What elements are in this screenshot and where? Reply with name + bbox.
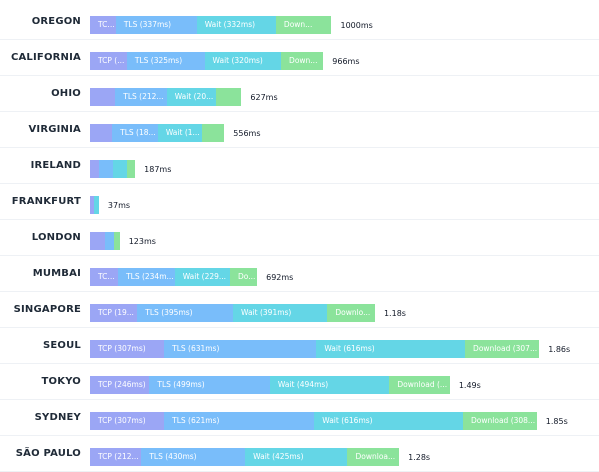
tcp-segment[interactable]: TCP (307ms): [90, 340, 164, 358]
download-segment[interactable]: Download (...: [389, 376, 449, 394]
tcp-segment[interactable]: TCP (...: [90, 268, 118, 286]
region-label: CALIFORNIA: [11, 40, 81, 76]
tcp-segment[interactable]: TCP (...: [90, 52, 127, 70]
region-row: SINGAPORE TCP (19... TLS (395ms) Wait (391m…: [0, 292, 599, 328]
region-label: MUMBAI: [33, 256, 81, 292]
timing-bar[interactable]: TCP (1...TLS (337ms)Wait (332ms)Down...: [90, 16, 332, 34]
total-time: 692ms: [257, 268, 293, 286]
region-label: IRELAND: [31, 148, 81, 184]
region-label: SÃO PAULO: [16, 436, 81, 472]
tcp-segment[interactable]: [90, 160, 99, 178]
tcp-segment[interactable]: [90, 124, 112, 142]
tls-segment[interactable]: TLS (499ms): [149, 376, 270, 394]
total-time: 1.18s: [375, 304, 406, 322]
download-segment[interactable]: Downloa...: [347, 448, 399, 466]
region-row: OREGON TCP (1...TLS (337ms)Wait (332ms)Do…: [0, 4, 599, 40]
region-label: SINGAPORE: [14, 292, 81, 328]
tls-segment[interactable]: TLS (395ms): [137, 304, 233, 322]
region-row: SYDNEY TCP (307ms) TLS (621ms) Wait (616ms)…: [0, 400, 599, 436]
total-time: 123ms: [120, 232, 156, 250]
tcp-segment[interactable]: TCP (246ms): [90, 376, 149, 394]
region-label: OHIO: [51, 76, 81, 112]
total-time: 627ms: [241, 88, 277, 106]
region-row: OHIO TLS (212... Wait (20... 627ms: [0, 76, 599, 112]
download-segment[interactable]: Down...: [276, 16, 332, 34]
tls-segment[interactable]: TLS (430ms): [141, 448, 245, 466]
tls-segment[interactable]: TLS (621ms): [164, 412, 314, 430]
download-segment[interactable]: Download (307...: [465, 340, 539, 358]
total-time: 1000ms: [332, 16, 373, 34]
timing-bar[interactable]: [90, 232, 120, 250]
total-time: 966ms: [323, 52, 359, 70]
region-label: OREGON: [32, 4, 81, 40]
tls-segment[interactable]: TLS (18...: [112, 124, 158, 142]
total-time: 1.28s: [399, 448, 430, 466]
timing-bar[interactable]: TCP (246ms) TLS (499ms) Wait (494ms) Downlo…: [90, 376, 450, 394]
total-time: 37ms: [99, 196, 130, 214]
region-row: TOKYO TCP (246ms) TLS (499ms) Wait (494ms) D…: [0, 364, 599, 400]
timing-bar[interactable]: TCP (19... TLS (395ms) Wait (391ms) Downlo.…: [90, 304, 375, 322]
region-label: VIRGINIA: [28, 112, 81, 148]
timing-bar[interactable]: TCP (... TLS (325ms) Wait (320ms) Down...: [90, 52, 323, 70]
tls-segment[interactable]: TLS (212...: [115, 88, 166, 106]
wait-segment[interactable]: Wait (616ms): [316, 340, 465, 358]
region-label: LONDON: [32, 220, 81, 256]
tcp-segment[interactable]: [90, 232, 105, 250]
tcp-segment[interactable]: TCP (212...: [90, 448, 141, 466]
region-row: SEOUL TCP (307ms) TLS (631ms) Wait (616ms) D…: [0, 328, 599, 364]
wait-segment[interactable]: Wait (391ms): [233, 304, 327, 322]
total-time: 1.49s: [450, 376, 481, 394]
timing-bar[interactable]: [90, 160, 135, 178]
timing-bar[interactable]: TCP (307ms) TLS (621ms) Wait (616ms) Downlo…: [90, 412, 537, 430]
total-time: 1.85s: [537, 412, 568, 430]
download-segment[interactable]: Download (308...: [463, 412, 537, 430]
wait-segment[interactable]: Wait (229...: [175, 268, 230, 286]
tcp-segment[interactable]: TCP (19...: [90, 304, 137, 322]
wait-segment[interactable]: Wait (425ms): [245, 448, 347, 466]
tcp-segment[interactable]: TCP (307ms): [90, 412, 164, 430]
region-row: MUMBAI TCP (...TLS (234m...Wait (229...Do…: [0, 256, 599, 292]
wait-segment[interactable]: Wait (494ms): [270, 376, 389, 394]
total-time: 556ms: [224, 124, 260, 142]
region-label: FRANKFURT: [12, 184, 81, 220]
tls-segment[interactable]: TLS (234m...: [118, 268, 175, 286]
wait-segment[interactable]: Wait (320ms): [205, 52, 282, 70]
timing-bar[interactable]: TLS (212... Wait (20...: [90, 88, 241, 106]
timing-bar[interactable]: TCP (212... TLS (430ms) Wait (425ms) Downlo…: [90, 448, 399, 466]
download-segment[interactable]: [127, 160, 135, 178]
wait-segment[interactable]: Wait (20...: [167, 88, 216, 106]
wait-segment[interactable]: Wait (332ms): [197, 16, 276, 34]
region-row: FRANKFURT 37ms: [0, 184, 599, 220]
download-segment[interactable]: Do...: [230, 268, 257, 286]
region-label: SYDNEY: [35, 400, 81, 436]
tcp-segment[interactable]: TCP (1...: [90, 16, 116, 34]
tcp-segment[interactable]: [90, 88, 115, 106]
tls-segment[interactable]: TLS (631ms): [164, 340, 316, 358]
download-segment[interactable]: [202, 124, 224, 142]
timing-bar[interactable]: TCP (...TLS (234m...Wait (229...Do...: [90, 268, 257, 286]
download-segment[interactable]: [216, 88, 241, 106]
timing-bar[interactable]: TLS (18... Wait (1...: [90, 124, 224, 142]
timing-bar[interactable]: [90, 196, 99, 214]
wait-segment[interactable]: Wait (1...: [158, 124, 202, 142]
tls-segment[interactable]: TLS (325ms): [127, 52, 205, 70]
timing-bar[interactable]: TCP (307ms) TLS (631ms) Wait (616ms) Downlo…: [90, 340, 539, 358]
tls-segment[interactable]: [99, 160, 113, 178]
total-time: 1.86s: [539, 340, 570, 358]
wait-segment[interactable]: Wait (616ms): [314, 412, 463, 430]
download-segment[interactable]: Down...: [281, 52, 323, 70]
region-row: LONDON 123ms: [0, 220, 599, 256]
total-time: 187ms: [135, 160, 171, 178]
region-label: TOKYO: [42, 364, 81, 400]
download-segment[interactable]: Downlo...: [327, 304, 375, 322]
region-row: IRELAND 187ms: [0, 148, 599, 184]
wait-segment[interactable]: [113, 160, 127, 178]
region-row: SÃO PAULO TCP (212... TLS (430ms) Wait (425…: [0, 436, 599, 472]
region-label: SEOUL: [43, 328, 81, 364]
region-row: VIRGINIA TLS (18... Wait (1... 556ms: [0, 112, 599, 148]
tls-segment[interactable]: TLS (337ms): [116, 16, 197, 34]
region-row: CALIFORNIA TCP (... TLS (325ms) Wait (320ms…: [0, 40, 599, 76]
tls-segment[interactable]: [105, 232, 114, 250]
